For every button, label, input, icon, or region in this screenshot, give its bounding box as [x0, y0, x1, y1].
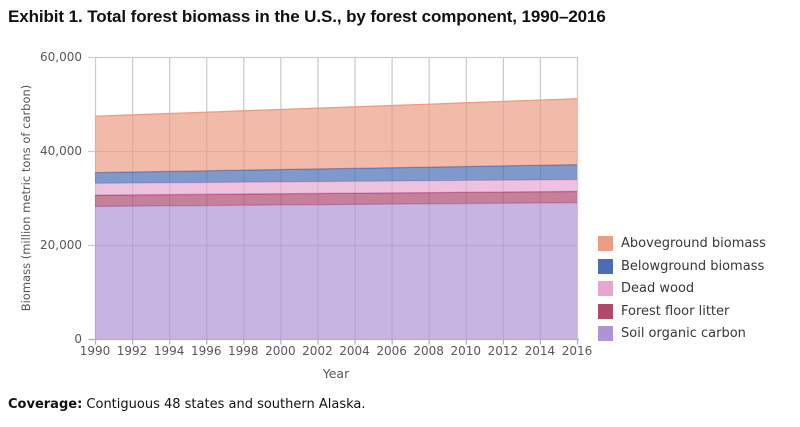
x-tick-label: 2012 [487, 344, 519, 358]
area-aboveground-biomass [95, 98, 577, 173]
y-tick-label: 40,000 [40, 144, 82, 158]
legend: Aboveground biomass Belowground biomass De… [598, 236, 766, 349]
x-tick-label: 1998 [228, 344, 259, 358]
legend-item: Dead wood [598, 281, 766, 297]
x-tick-label: 2008 [413, 344, 444, 358]
x-tick-label: 1994 [153, 344, 185, 358]
area-forest-floor-litter [95, 191, 577, 207]
legend-item: Belowground biomass [598, 258, 766, 275]
legend-item: Forest floor litter [598, 303, 766, 320]
legend-label: Aboveground biomass [621, 236, 766, 252]
x-tick-label: 2014 [524, 344, 556, 358]
x-tick-label: 1990 [79, 344, 111, 358]
legend-item: Soil organic carbon [598, 326, 766, 342]
x-tick-label: 2006 [376, 344, 407, 358]
coverage-text: Contiguous 48 states and southern Alaska… [82, 397, 366, 412]
x-tick-label: 1996 [190, 344, 222, 358]
coverage-note: Coverage: Contiguous 48 states and south… [8, 397, 366, 412]
legend-item: Aboveground biomass [598, 236, 766, 252]
legend-label: Dead wood [621, 281, 695, 297]
legend-swatch [598, 326, 613, 342]
x-tick-label: 2000 [265, 344, 296, 358]
x-axis-title: Year [322, 366, 350, 381]
x-tick-label: 2016 [561, 344, 593, 358]
chart-title: Exhibit 1. Total forest biomass in the U… [8, 7, 606, 26]
area-belowground-biomass [95, 164, 577, 184]
area-topline-aboveground-biomass [94, 98, 578, 117]
legend-swatch [598, 258, 613, 274]
coverage-label: Coverage: [8, 397, 83, 412]
legend-swatch [598, 236, 613, 252]
area-soil-organic-carbon [95, 202, 577, 339]
y-tick-label: 20,000 [40, 238, 82, 252]
y-tick-label: 60,000 [40, 50, 82, 64]
y-tick-label: 0 [74, 332, 82, 346]
x-tick-label: 2002 [302, 344, 333, 358]
x-tick-label: 2004 [339, 344, 370, 358]
legend-label: Belowground biomass [621, 258, 765, 274]
legend-label: Forest floor litter [621, 303, 730, 319]
x-tick-label: 2010 [450, 344, 482, 358]
legend-swatch [598, 281, 613, 297]
area-dead-wood [95, 179, 577, 196]
y-axis-title: Biomass (million metric tons of carbon) [19, 84, 33, 312]
legend-swatch [598, 303, 613, 319]
legend-label: Soil organic carbon [621, 326, 746, 342]
x-tick-label: 1992 [116, 344, 148, 358]
